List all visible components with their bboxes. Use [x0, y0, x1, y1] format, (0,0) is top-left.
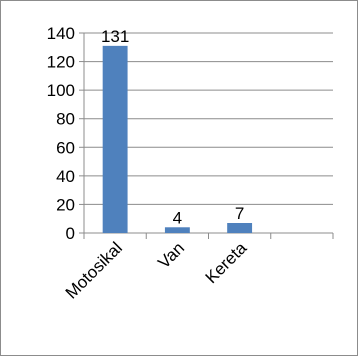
bar-motosikal — [102, 45, 128, 233]
x-axis-categories: Motosikal Van Kereta — [62, 238, 251, 303]
y-tick-label: 140 — [47, 24, 75, 43]
bar-van — [164, 227, 190, 233]
y-tick-label: 60 — [56, 138, 75, 157]
y-tick-label: 20 — [56, 195, 75, 214]
x-category-label-kereta: Kereta — [202, 238, 251, 287]
data-label-van: 4 — [173, 208, 182, 227]
bar-kereta — [227, 223, 253, 233]
y-axis-ticks: 0 20 40 60 80 100 120 140 — [47, 24, 84, 243]
bar-chart: 0 20 40 60 80 100 120 140 131 4 7 Motosikal Van Ker… — [47, 24, 334, 303]
data-label-motosikal: 131 — [101, 27, 129, 46]
y-tick-label: 100 — [47, 81, 75, 100]
x-category-label-motosikal: Motosikal — [62, 238, 126, 302]
x-category-label-van: Van — [154, 238, 188, 272]
y-tick-label: 0 — [66, 224, 75, 243]
y-tick-label: 80 — [56, 110, 75, 129]
data-labels: 131 4 7 — [101, 27, 244, 227]
y-tick-label: 120 — [47, 53, 75, 72]
data-label-kereta: 7 — [235, 204, 244, 223]
y-tick-label: 40 — [56, 167, 75, 186]
bars — [102, 45, 253, 233]
